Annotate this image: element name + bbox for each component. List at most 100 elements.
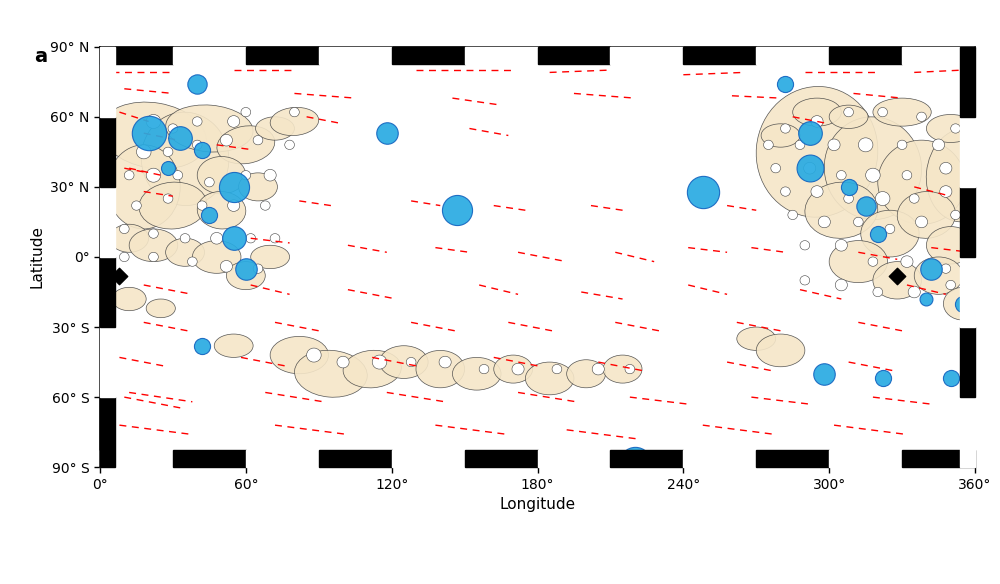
Point <box>858 201 874 210</box>
Ellipse shape <box>737 327 776 350</box>
Bar <box>465 47 538 64</box>
Circle shape <box>866 168 880 182</box>
Circle shape <box>163 194 173 203</box>
Ellipse shape <box>897 192 956 238</box>
Ellipse shape <box>873 262 922 299</box>
Point <box>226 182 242 192</box>
Ellipse shape <box>139 182 207 229</box>
Point <box>172 133 188 142</box>
Ellipse shape <box>603 355 642 383</box>
Ellipse shape <box>878 140 965 224</box>
Ellipse shape <box>112 287 146 311</box>
Ellipse shape <box>416 350 465 388</box>
Ellipse shape <box>525 362 574 395</box>
Ellipse shape <box>824 117 922 220</box>
Circle shape <box>119 224 129 234</box>
Point <box>194 145 210 154</box>
Point <box>955 299 971 308</box>
Circle shape <box>811 116 823 127</box>
Ellipse shape <box>343 350 401 388</box>
Circle shape <box>965 147 975 157</box>
Ellipse shape <box>494 355 533 383</box>
Bar <box>100 47 173 64</box>
Bar <box>100 450 173 467</box>
Bar <box>538 450 610 467</box>
Circle shape <box>965 187 975 196</box>
Ellipse shape <box>110 224 149 252</box>
Circle shape <box>592 363 604 375</box>
Circle shape <box>804 162 816 174</box>
Bar <box>960 327 975 397</box>
Circle shape <box>253 264 263 273</box>
Ellipse shape <box>914 257 963 294</box>
Circle shape <box>844 107 853 117</box>
Bar <box>902 450 975 467</box>
Ellipse shape <box>146 299 175 318</box>
Point <box>777 79 793 89</box>
Circle shape <box>228 116 240 127</box>
Bar <box>960 397 975 467</box>
Bar <box>756 47 829 64</box>
Circle shape <box>220 134 232 146</box>
Circle shape <box>241 171 251 180</box>
Circle shape <box>552 364 562 374</box>
Ellipse shape <box>129 229 178 262</box>
Point <box>870 229 886 238</box>
Circle shape <box>771 164 781 173</box>
Point <box>816 369 832 378</box>
Ellipse shape <box>166 238 205 266</box>
Circle shape <box>885 224 895 234</box>
Ellipse shape <box>295 350 367 397</box>
Circle shape <box>818 216 830 228</box>
Bar <box>392 450 465 467</box>
Ellipse shape <box>226 262 265 290</box>
Circle shape <box>192 140 202 150</box>
Circle shape <box>800 241 810 250</box>
Circle shape <box>781 124 790 133</box>
Circle shape <box>228 200 240 211</box>
Circle shape <box>844 194 853 203</box>
Bar <box>173 47 246 64</box>
Circle shape <box>246 234 256 243</box>
Y-axis label: Latitude: Latitude <box>30 225 45 288</box>
Circle shape <box>858 138 873 152</box>
Circle shape <box>337 356 349 368</box>
Circle shape <box>897 140 907 150</box>
Circle shape <box>965 271 975 280</box>
Circle shape <box>917 112 926 121</box>
Circle shape <box>835 239 847 251</box>
Bar <box>100 397 115 467</box>
Bar <box>960 47 975 117</box>
Bar <box>100 327 115 397</box>
Ellipse shape <box>567 360 606 388</box>
Point <box>194 341 210 350</box>
Circle shape <box>163 147 173 157</box>
Point <box>802 128 818 138</box>
Ellipse shape <box>943 287 982 320</box>
Ellipse shape <box>926 227 975 264</box>
Point <box>627 458 643 467</box>
Ellipse shape <box>873 98 931 126</box>
Ellipse shape <box>100 102 206 169</box>
Circle shape <box>136 145 151 159</box>
Ellipse shape <box>192 241 241 273</box>
Circle shape <box>197 201 207 210</box>
X-axis label: Longitude: Longitude <box>499 497 576 512</box>
Circle shape <box>479 364 489 374</box>
Circle shape <box>180 234 190 243</box>
Bar <box>392 47 465 64</box>
Circle shape <box>260 201 270 210</box>
Bar <box>960 257 975 327</box>
Ellipse shape <box>141 112 229 206</box>
Circle shape <box>800 276 810 285</box>
Circle shape <box>149 229 158 238</box>
Ellipse shape <box>251 245 290 269</box>
Circle shape <box>902 171 912 180</box>
Bar <box>683 47 756 64</box>
Bar <box>610 450 683 467</box>
Ellipse shape <box>452 357 501 390</box>
Ellipse shape <box>926 114 975 142</box>
Circle shape <box>146 168 161 182</box>
Circle shape <box>132 201 141 210</box>
Point <box>875 374 891 383</box>
